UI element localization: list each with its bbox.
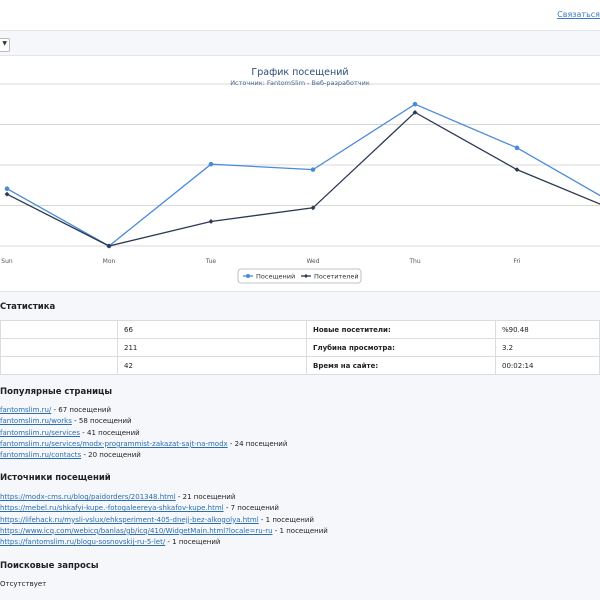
list-item: https://modx-cms.ru/blog/paidorders/2013… [0, 493, 236, 501]
chart-title: График посещений [251, 67, 348, 78]
page-link[interactable]: fantomslim.ru/services/modx-programmist-… [0, 439, 228, 448]
list-item: fantomslim.ru/ - 67 посещений [0, 406, 112, 414]
series-line [6, 111, 600, 247]
data-point [4, 186, 10, 192]
referrers-title: Источники посещений [0, 473, 111, 483]
table-row: 211 Глубина просмотра: 3.2 [0, 338, 600, 357]
data-point [412, 101, 418, 107]
visit-count: 21 посещений [182, 493, 236, 501]
summary-title: Статистика [0, 302, 56, 312]
data-point [514, 145, 520, 151]
x-tick-label: Fri [513, 258, 520, 265]
x-tick-label: Sun [1, 258, 13, 265]
visit-count: 1 посещений [279, 526, 328, 535]
visit-count: 1 посещений [172, 538, 221, 547]
x-tick-label: Wed [306, 258, 319, 265]
data-point [208, 161, 214, 167]
visit-count: 58 посещений [78, 417, 132, 426]
x-tick-label: Mon [103, 258, 116, 265]
legend-box [237, 268, 362, 284]
page-link[interactable]: fantomslim.ru/contacts [0, 451, 82, 460]
legend-marker [246, 274, 250, 278]
x-tick-label: Tue [205, 258, 217, 265]
stat-value: 66 [117, 320, 307, 339]
list-item: fantomslim.ru/contacts - 20 посещений [0, 451, 141, 460]
list-item: fantomslim.ru/services - 41 посещений [0, 428, 140, 437]
referrer-link[interactable]: https://fantomslim.ru/blogu-sosnovskij-r… [0, 538, 166, 547]
data-point [412, 109, 418, 115]
stat-value: 00:02:14 [495, 356, 600, 375]
pages-list: fantomslim.ru/ - 67 посещений fantomslim… [0, 405, 287, 461]
searches-title: Поисковые запросы [0, 561, 99, 571]
data-point [4, 191, 10, 197]
data-point [310, 205, 316, 211]
chevron-down-icon: ▼ [2, 40, 7, 47]
referrer-link[interactable]: https://modx-cms.ru/blog/paidorders/2013… [0, 493, 176, 501]
searches-status: Отсутствует [0, 580, 47, 588]
top-bar: Связаться [0, 0, 600, 31]
list-item: fantomslim.ru/works - 58 посещений [0, 417, 132, 426]
stat-value: %90.48 [495, 320, 600, 339]
visit-count: 1 посещений [265, 515, 314, 524]
list-item: fantomslim.ru/services/modx-programmist-… [0, 439, 288, 448]
stat-label [0, 356, 118, 375]
stat-value: 211 [117, 338, 307, 357]
table-row: 42 Время на сайте: 00:02:14 [0, 356, 600, 375]
x-tick-label: Thu [408, 258, 420, 265]
stat-label [0, 320, 118, 339]
page-link[interactable]: fantomslim.ru/ [0, 406, 52, 414]
list-item: https://fantomslim.ru/blogu-sosnovskij-r… [0, 538, 221, 547]
legend-marker [304, 274, 308, 278]
data-point [106, 243, 112, 249]
referrers-list: https://modx-cms.ru/blog/paidorders/2013… [0, 492, 328, 548]
legend-label: Посетителей [314, 272, 359, 280]
stat-label: Время на сайте: [306, 356, 496, 375]
list-item: https://www.icq.com/webicq/banlas/gb/icq… [0, 526, 328, 535]
chart-subtitle: Источник: FantomSlim - Веб-разработчик [230, 79, 370, 87]
visit-count: 24 посещений [234, 439, 288, 448]
stat-label [0, 338, 118, 357]
referrer-link[interactable]: https://mebel.ru/shkafyi-kupe.-fotogalee… [0, 504, 224, 513]
list-item: https://mebel.ru/shkafyi-kupe.-fotogalee… [0, 504, 279, 513]
page-link[interactable]: fantomslim.ru/services [0, 428, 81, 437]
legend-label: Посещений [256, 272, 295, 280]
visit-count: 67 посещений [58, 406, 112, 414]
pages-title: Популярные страницы [0, 387, 113, 397]
visit-count: 41 посещений [87, 428, 140, 437]
stat-label: Глубина просмотра: [306, 338, 496, 357]
stat-label: Новые посетители: [306, 320, 496, 339]
stat-value: 42 [117, 356, 307, 375]
referrer-link[interactable]: https://lifehack.ru/mysli-vslux/ehksperi… [0, 515, 259, 524]
data-point [514, 167, 520, 173]
period-select[interactable]: ▼ [0, 38, 10, 52]
referrer-link[interactable]: https://www.icq.com/webicq/banlas/gb/icq… [0, 526, 273, 535]
stats-table: 66 Новые посетители: %90.48 211 Глубина … [0, 320, 600, 375]
page-link[interactable]: fantomslim.ru/works [0, 417, 72, 426]
data-point [208, 219, 214, 224]
stat-value: 3.2 [495, 338, 600, 357]
visits-chart: График посещений Источник: FantomSlim - В… [0, 55, 600, 292]
table-row: 66 Новые посетители: %90.48 [0, 320, 600, 339]
contact-link[interactable]: Связаться [557, 10, 600, 19]
visit-count: 7 посещений [230, 504, 279, 513]
series-line [6, 103, 600, 247]
data-point [310, 167, 316, 172]
visit-count: 20 посещений [88, 451, 141, 460]
list-item: https://lifehack.ru/mysli-vslux/ehksperi… [0, 515, 314, 524]
